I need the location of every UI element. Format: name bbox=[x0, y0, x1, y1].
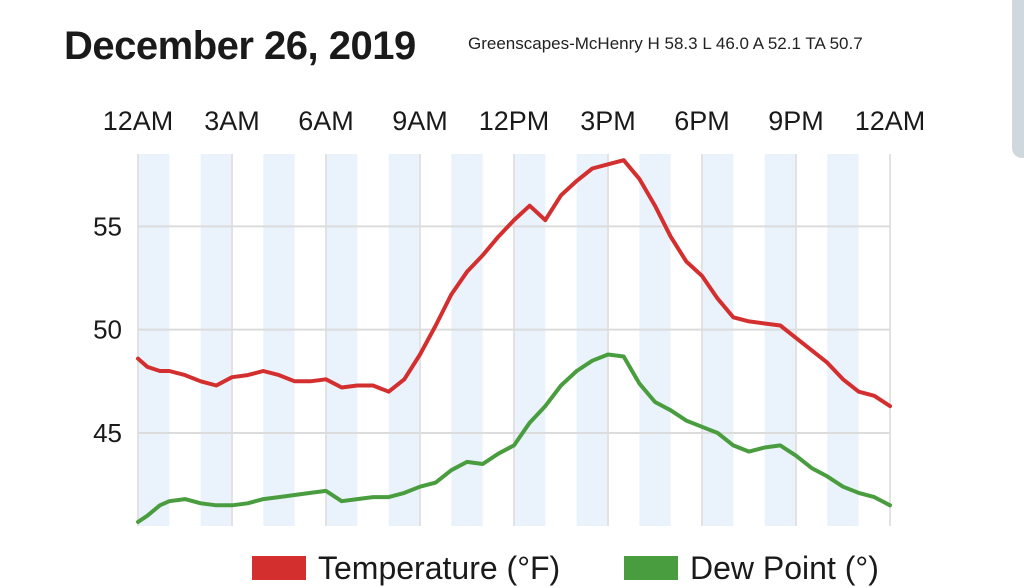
hour-band bbox=[576, 154, 608, 526]
hour-bands bbox=[138, 154, 859, 526]
x-tick-label: 6PM bbox=[674, 106, 730, 136]
dew-point-line bbox=[136, 352, 892, 524]
scrollbar-thumb[interactable] bbox=[1012, 0, 1024, 158]
hour-band bbox=[639, 154, 671, 526]
page-title: December 26, 2019 bbox=[64, 24, 416, 68]
hour-band bbox=[702, 154, 734, 526]
y-tick-label: 45 bbox=[93, 418, 122, 448]
legend-label-dew-point: Dew Point (°) bbox=[690, 549, 879, 586]
y-tick-label: 55 bbox=[93, 211, 122, 241]
legend-item-dew-point[interactable]: Dew Point (°) bbox=[624, 548, 879, 588]
x-tick-label: 3PM bbox=[580, 106, 636, 136]
hour-band bbox=[514, 154, 546, 526]
hour-band bbox=[326, 154, 358, 526]
x-tick-label: 12PM bbox=[479, 106, 550, 136]
hour-band bbox=[764, 154, 796, 526]
temperature-line bbox=[136, 158, 892, 409]
station-summary: Greenscapes-McHenry H 58.3 L 46.0 A 52.1… bbox=[468, 34, 863, 53]
legend-item-temperature[interactable]: Temperature (°F) bbox=[252, 548, 560, 588]
hour-band bbox=[827, 154, 859, 526]
gridlines bbox=[137, 154, 891, 526]
legend-swatch-dew-point bbox=[624, 556, 678, 580]
x-tick-label: 9PM bbox=[768, 106, 824, 136]
series-lines bbox=[136, 158, 892, 524]
legend-swatch-temperature bbox=[252, 556, 306, 580]
y-axis-ticks: 45 50 55 bbox=[93, 211, 122, 448]
x-tick-label: 6AM bbox=[298, 106, 354, 136]
hour-band bbox=[451, 154, 483, 526]
hour-band bbox=[263, 154, 295, 526]
hour-band bbox=[200, 154, 232, 526]
x-tick-label: 12AM bbox=[103, 106, 174, 136]
x-axis-ticks: 12AM 3AM 6AM 9AM 12PM 3PM 6PM 9PM 12AM bbox=[103, 106, 926, 136]
x-tick-label: 9AM bbox=[392, 106, 448, 136]
x-tick-label: 12AM bbox=[855, 106, 926, 136]
y-tick-label: 50 bbox=[93, 315, 122, 345]
hour-band bbox=[388, 154, 420, 526]
x-tick-label: 3AM bbox=[204, 106, 260, 136]
legend-label-temperature: Temperature (°F) bbox=[318, 549, 561, 586]
hour-band bbox=[138, 154, 170, 526]
